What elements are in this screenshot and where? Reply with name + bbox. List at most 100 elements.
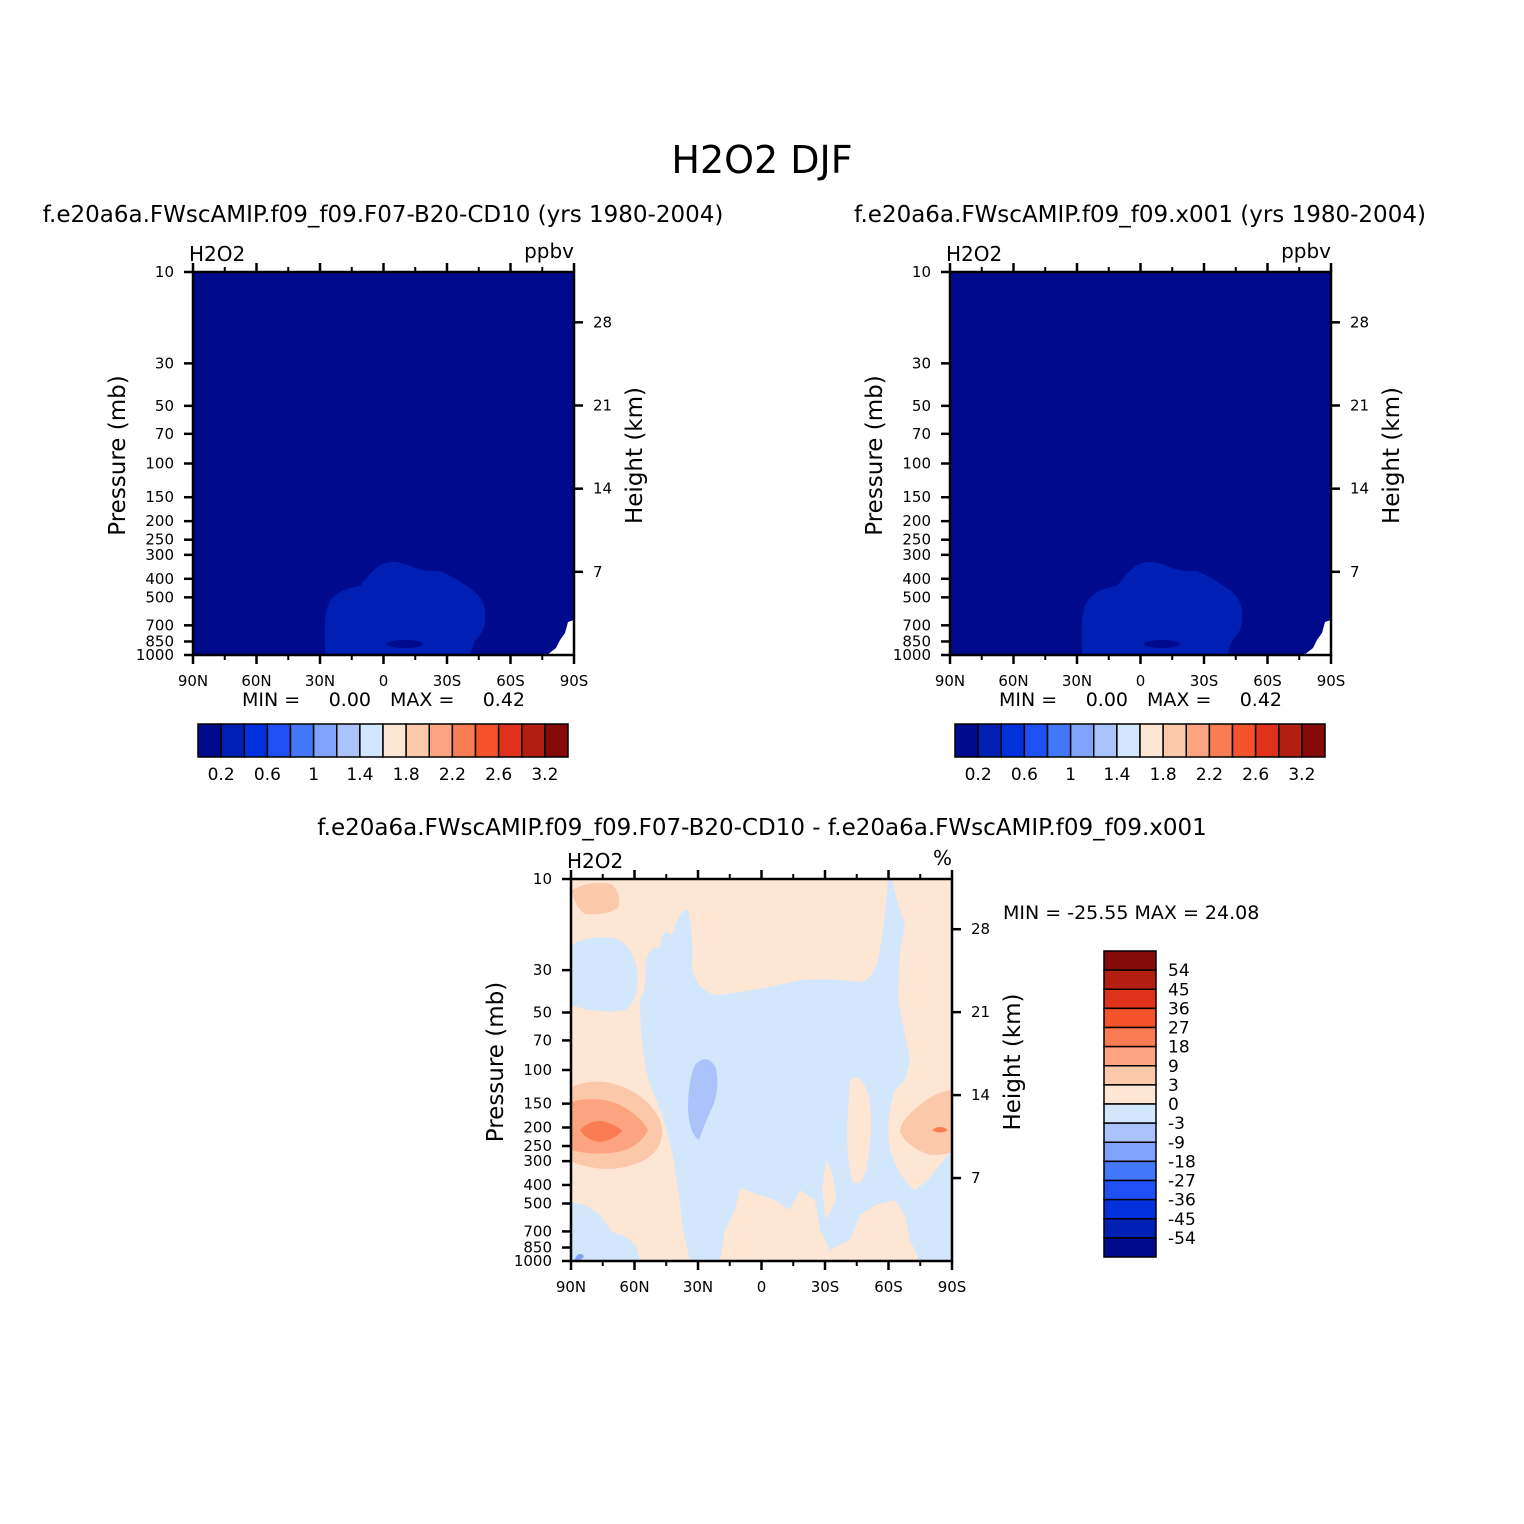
panel1-colorbar-label: 1 xyxy=(308,765,319,785)
panel2-colorbar-label: 2.2 xyxy=(1196,765,1223,785)
diff-ytick-label: 300 xyxy=(523,1152,552,1170)
panel2-colorbar-label: 1.4 xyxy=(1103,765,1130,785)
diff-ytick-label: 400 xyxy=(523,1176,552,1194)
panel2-field-contour xyxy=(1081,562,1243,655)
panel2-min-label: MIN = xyxy=(999,689,1058,711)
diff-field-pos-nh-jet-core xyxy=(580,1121,622,1142)
diff-colorbar-label: 18 xyxy=(1168,1038,1190,1058)
panel1-plot xyxy=(191,270,576,657)
diff-y2label: Height (km) xyxy=(1000,993,1026,1130)
diff-colorbar-box xyxy=(1103,1026,1157,1048)
diff-colorbar-box xyxy=(1103,1237,1157,1258)
panel2-colorbar-box xyxy=(1116,723,1141,758)
panel2-ytick-label: 250 xyxy=(902,531,931,549)
panel1-ytick-label: 10 xyxy=(155,263,174,281)
panel1-ylabel: Pressure (mb) xyxy=(105,375,131,535)
diff-colorbar-label: 27 xyxy=(1168,1019,1190,1039)
diff-field-pos-sliver xyxy=(822,1160,836,1220)
diff-xtick-label: 0 xyxy=(757,1278,767,1296)
panel1-colorbar-box xyxy=(243,723,269,758)
panel2-variable-label: H2O2 xyxy=(946,242,1002,266)
colorbar-layer: 0.2 0.6 1 1.4 1.8 2.2 2.6 3.2 0.2 0.6 1 1.4 1.8 2.2 2.… xyxy=(197,723,1326,1258)
diff-xtick-label: 60N xyxy=(619,1278,649,1296)
diff-colorbar-label: 0 xyxy=(1168,1095,1179,1115)
diff-ytick-label: 850 xyxy=(523,1239,552,1257)
panel1-colorbar-label: 0.2 xyxy=(208,765,235,785)
panel1-colorbar-label: 0.6 xyxy=(254,765,281,785)
panel1-colorbar-box xyxy=(474,723,500,758)
panel1-min-label: MIN = xyxy=(242,689,301,711)
panel1-colorbar-label: 3.2 xyxy=(531,765,558,785)
panel2-units-label: ppbv xyxy=(1281,239,1331,263)
panel1-ytick-label: 50 xyxy=(155,397,174,415)
panel1-colorbar-box xyxy=(521,723,546,758)
panel1-ytick-label: 400 xyxy=(145,570,174,588)
panel2-ytick-label: 10 xyxy=(912,263,931,281)
panel1-missing-data xyxy=(547,620,574,655)
diff-colorbar-box xyxy=(1103,1065,1157,1086)
panel2-ytick-label: 30 xyxy=(912,354,931,372)
panel2-colorbar-box xyxy=(1278,723,1303,758)
diff-colorbar-box xyxy=(1103,1103,1157,1124)
panel2-colorbar-box xyxy=(1162,723,1187,758)
panel1-ytick-label: 850 xyxy=(145,632,174,650)
diff-field-pos-island xyxy=(847,1077,871,1184)
panel1-colorbar-box xyxy=(497,723,523,758)
panel1-xtick-label: 90S xyxy=(560,672,589,690)
diff-field-pos-top xyxy=(572,882,620,915)
panel2-min-value: 0.00 xyxy=(1085,689,1128,711)
diff-colorbar-box xyxy=(1103,1045,1157,1067)
diff-colorbar-label: 36 xyxy=(1168,999,1190,1019)
panel1-xtick-label: 60N xyxy=(241,672,271,690)
diff-colorbar-label: -45 xyxy=(1168,1210,1196,1230)
diff-colorbar-box xyxy=(1103,1122,1157,1143)
panel2-colorbar-box xyxy=(954,723,979,758)
diff-field-neg-corner xyxy=(574,1253,584,1261)
diff-y2tick-label: 21 xyxy=(971,1003,990,1021)
panel1-y2tick-label: 7 xyxy=(593,563,603,581)
panel2-xtick-label: 90S xyxy=(1317,672,1346,690)
panel2-colorbar-box xyxy=(1023,723,1049,758)
diff-colorbar-label: -27 xyxy=(1168,1172,1196,1192)
panel1-colorbar-box xyxy=(382,723,407,758)
panel1-xtick-label: 30S xyxy=(433,672,462,690)
panel2-xtick-label: 90N xyxy=(935,672,965,690)
diff-colorbar-box xyxy=(1103,988,1157,1010)
panel1-ytick-label: 700 xyxy=(145,616,174,634)
panel1-colorbar-box xyxy=(359,723,384,758)
panel2-colorbar-box xyxy=(1139,723,1164,758)
panel1-field-contour xyxy=(324,562,486,655)
diff-variable-label: H2O2 xyxy=(567,849,623,873)
panel2-colorbar-box xyxy=(1046,723,1072,758)
panel1-y2label: Height (km) xyxy=(622,387,648,524)
panel2-colorbar-box xyxy=(1093,723,1118,758)
diff-colorbar-box xyxy=(1103,1218,1157,1239)
panel1-ytick-label: 70 xyxy=(155,425,174,443)
diff-ytick-label: 1000 xyxy=(514,1252,552,1270)
panel1-ytick-label: 150 xyxy=(145,488,174,506)
panel2-colorbar-box xyxy=(1185,723,1211,758)
panel2-colorbar-box xyxy=(1208,723,1234,758)
diff-colorbar-box xyxy=(1103,1160,1157,1182)
panel2-xtick-label: 60N xyxy=(998,672,1028,690)
diff-ytick-label: 30 xyxy=(533,961,552,979)
diff-colorbar-box xyxy=(1103,1141,1157,1163)
panel1-max-value: 0.42 xyxy=(482,689,525,711)
diff-xtick-label: 60S xyxy=(874,1278,903,1296)
panel2-colorbar-label: 0.6 xyxy=(1011,765,1038,785)
diff-xtick-label: 30S xyxy=(811,1278,840,1296)
diff-units-label: % xyxy=(933,846,952,870)
panel2-ytick-label: 1000 xyxy=(893,646,931,664)
panel1-ytick-label: 300 xyxy=(145,546,174,564)
panel2-ytick-label: 850 xyxy=(902,632,931,650)
panel2-colorbar-label: 1.8 xyxy=(1150,765,1177,785)
panel2-y2tick-label: 21 xyxy=(1350,396,1369,414)
main-title: H2O2 DJF xyxy=(671,138,853,182)
panel2-colorbar-box xyxy=(1301,723,1326,758)
panel2-ytick-label: 300 xyxy=(902,546,931,564)
panel1-xtick-label: 0 xyxy=(379,672,389,690)
panel2-ytick-label: 100 xyxy=(902,455,931,473)
diff-colorbar-box xyxy=(1103,1179,1157,1201)
panel2-y2tick-label: 14 xyxy=(1350,480,1369,498)
panel1-field-core xyxy=(387,640,423,648)
